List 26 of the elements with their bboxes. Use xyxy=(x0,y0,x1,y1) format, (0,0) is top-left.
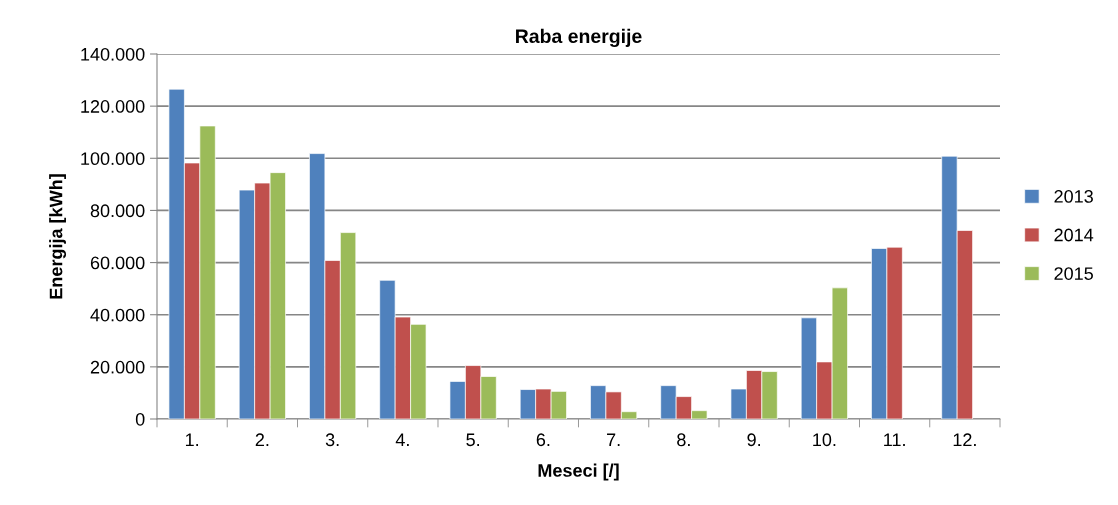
x-tick-label: 7. xyxy=(607,433,620,446)
y-tick-label: 100.000 xyxy=(81,152,145,166)
y-tick-label: 80.000 xyxy=(90,204,145,218)
chart-title: Raba energije xyxy=(516,28,642,48)
y-tick-label: 60.000 xyxy=(90,256,145,270)
x-tick-label: 10. xyxy=(813,433,836,447)
legend-label: 2014 xyxy=(1054,228,1094,242)
x-tick-label: 8. xyxy=(677,433,690,447)
y-tick-label: 20.000 xyxy=(90,360,145,374)
x-tick-label: 9. xyxy=(747,433,761,447)
y-axis-title: Energija [kWh] xyxy=(49,174,67,299)
x-tick-label: 5. xyxy=(466,433,480,447)
x-tick-label: 1. xyxy=(185,433,199,446)
x-tick-label: 3. xyxy=(325,433,339,447)
x-tick-label: 2. xyxy=(255,433,269,446)
legend-label: 2013 xyxy=(1054,190,1093,203)
y-tick-label: 140.000 xyxy=(81,47,145,61)
x-tick-label: 4. xyxy=(395,433,409,446)
y-tick-label: 0 xyxy=(135,412,145,426)
y-tick-label: 120.000 xyxy=(81,100,145,113)
x-axis-title: Meseci [/] xyxy=(538,463,619,481)
y-tick-label: 40.000 xyxy=(90,308,145,322)
x-tick-label: 12. xyxy=(953,433,976,446)
legend-label: 2015 xyxy=(1054,267,1093,280)
x-tick-label: 11. xyxy=(884,433,905,446)
x-tick-label: 6. xyxy=(536,433,550,447)
